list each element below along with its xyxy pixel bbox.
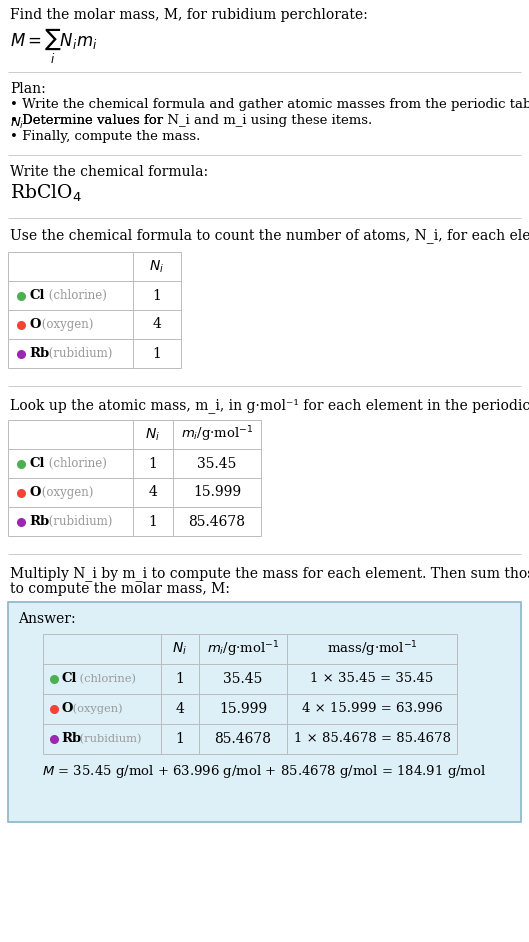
Text: 4: 4: [152, 317, 161, 332]
Text: 1: 1: [149, 514, 158, 528]
Text: • Finally, compute the mass.: • Finally, compute the mass.: [10, 130, 200, 143]
Text: $N_i$: $N_i$: [150, 258, 165, 275]
Text: Rb: Rb: [29, 347, 49, 360]
Text: 1: 1: [176, 732, 185, 746]
Text: • Determine values for: • Determine values for: [10, 114, 167, 127]
Text: 1: 1: [152, 288, 161, 302]
Text: $N_i$: $N_i$: [10, 116, 24, 131]
Text: mass/g·mol$^{-1}$: mass/g·mol$^{-1}$: [326, 640, 417, 658]
Text: (chlorine): (chlorine): [44, 289, 106, 302]
Text: 1: 1: [152, 347, 161, 361]
Text: Use the chemical formula to count the number of atoms, N_i, for each element:: Use the chemical formula to count the nu…: [10, 228, 529, 243]
Text: 1: 1: [149, 457, 158, 470]
Text: $m_i$/g·mol$^{-1}$: $m_i$/g·mol$^{-1}$: [181, 425, 253, 445]
Text: Cl: Cl: [61, 673, 77, 686]
Text: 35.45: 35.45: [197, 457, 236, 470]
Text: 1 × 85.4678 = 85.4678: 1 × 85.4678 = 85.4678: [294, 733, 451, 745]
Text: O: O: [29, 318, 41, 331]
Text: $M$ = 35.45 g/mol + 63.996 g/mol + 85.4678 g/mol = 184.91 g/mol: $M$ = 35.45 g/mol + 63.996 g/mol + 85.46…: [42, 764, 487, 781]
Text: $M = \sum_i N_i m_i$: $M = \sum_i N_i m_i$: [10, 26, 97, 66]
Text: (oxygen): (oxygen): [38, 318, 93, 331]
Text: 15.999: 15.999: [193, 485, 241, 499]
Text: (chlorine): (chlorine): [76, 674, 135, 684]
Text: Cl: Cl: [29, 289, 44, 302]
Text: O: O: [29, 486, 41, 499]
Text: 35.45: 35.45: [223, 672, 263, 686]
Text: 4: 4: [176, 702, 185, 716]
Text: $N_i$: $N_i$: [172, 641, 187, 658]
Text: Cl: Cl: [29, 457, 44, 470]
Text: • Write the chemical formula and gather atomic masses from the periodic table.: • Write the chemical formula and gather …: [10, 98, 529, 111]
Text: (rubidium): (rubidium): [76, 734, 141, 744]
Text: (oxygen): (oxygen): [38, 486, 93, 499]
Text: 4 × 15.999 = 63.996: 4 × 15.999 = 63.996: [302, 703, 442, 716]
Text: 15.999: 15.999: [219, 702, 267, 716]
Text: • Determine values for N_i and m_i using these items.: • Determine values for N_i and m_i using…: [10, 114, 372, 127]
Text: Find the molar mass, M, for rubidium perchlorate:: Find the molar mass, M, for rubidium per…: [10, 8, 368, 22]
Text: Plan:: Plan:: [10, 82, 45, 96]
Text: 85.4678: 85.4678: [214, 732, 271, 746]
Text: 1: 1: [176, 672, 185, 686]
Text: (oxygen): (oxygen): [69, 704, 122, 714]
Text: Rb: Rb: [61, 733, 81, 745]
Text: (rubidium): (rubidium): [44, 515, 112, 528]
Text: Answer:: Answer:: [18, 612, 76, 626]
Text: O: O: [61, 703, 72, 716]
Text: Multiply N_i by m_i to compute the mass for each element. Then sum those values: Multiply N_i by m_i to compute the mass …: [10, 566, 529, 581]
Text: Look up the atomic mass, m_i, in g·mol⁻¹ for each element in the periodic table:: Look up the atomic mass, m_i, in g·mol⁻¹…: [10, 398, 529, 413]
FancyBboxPatch shape: [8, 602, 521, 822]
Text: $m_i$/g·mol$^{-1}$: $m_i$/g·mol$^{-1}$: [207, 640, 279, 658]
Text: 4: 4: [149, 485, 158, 499]
Text: 1 × 35.45 = 35.45: 1 × 35.45 = 35.45: [311, 673, 434, 686]
Text: (rubidium): (rubidium): [44, 347, 112, 360]
Text: to compute the molar mass, M:: to compute the molar mass, M:: [10, 582, 230, 596]
Text: (chlorine): (chlorine): [44, 457, 106, 470]
Text: Write the chemical formula:: Write the chemical formula:: [10, 165, 208, 179]
Text: Rb: Rb: [29, 515, 49, 528]
Text: $N_i$: $N_i$: [145, 427, 160, 443]
Text: 85.4678: 85.4678: [188, 514, 245, 528]
Text: RbClO$_4$: RbClO$_4$: [10, 183, 81, 204]
